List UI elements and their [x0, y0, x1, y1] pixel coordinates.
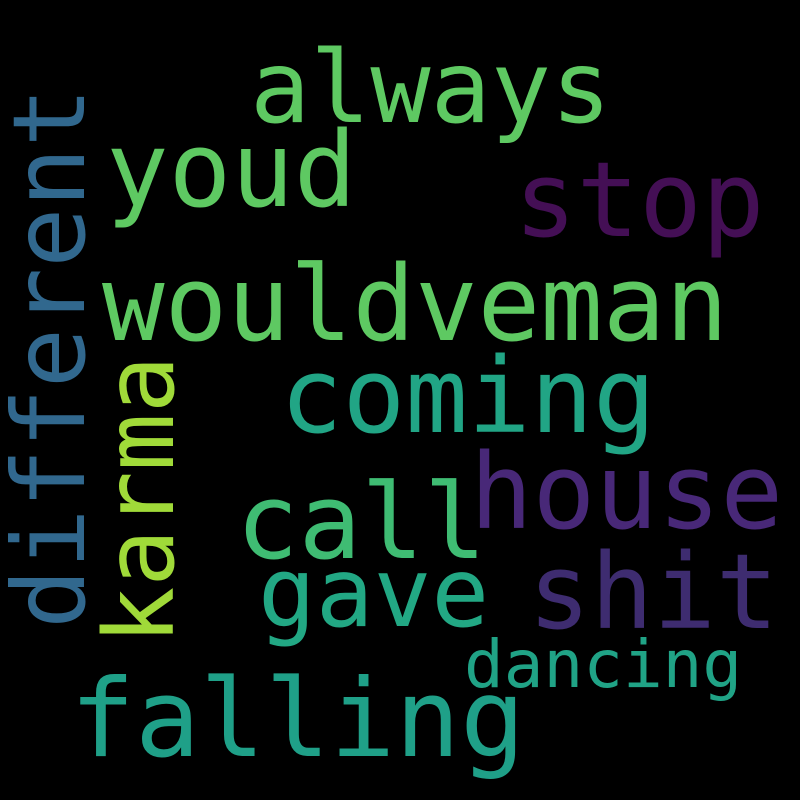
word-coming: coming	[280, 335, 656, 457]
word-falling: falling	[70, 657, 526, 782]
word-karma: karma	[84, 355, 196, 645]
word-call: call	[236, 461, 487, 583]
word-wouldveman: wouldveman	[102, 243, 729, 365]
word-always: always	[250, 29, 612, 146]
word-youd: youd	[106, 109, 357, 231]
word-shit: shit	[528, 531, 779, 653]
word-house: house	[470, 431, 784, 553]
word-stop: stop	[514, 139, 765, 261]
word-gave: gave	[258, 537, 490, 649]
word-dancing: dancing	[464, 626, 743, 703]
